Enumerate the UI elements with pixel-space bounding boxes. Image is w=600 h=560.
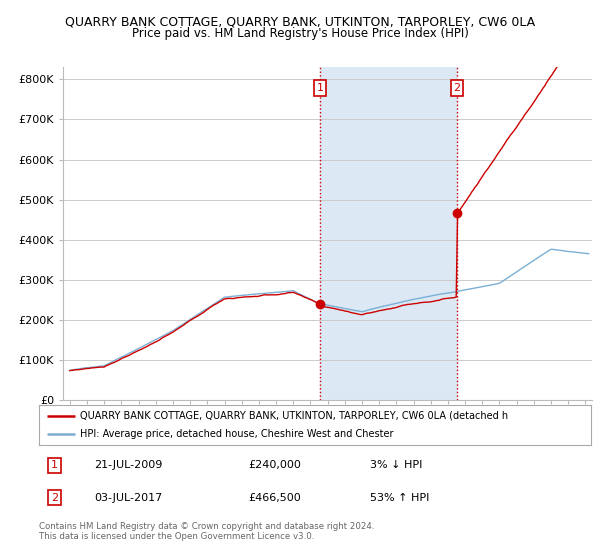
Text: 03-JUL-2017: 03-JUL-2017 <box>94 492 163 502</box>
Text: 2: 2 <box>454 83 461 94</box>
Bar <box>320 67 457 400</box>
Text: 21-JUL-2009: 21-JUL-2009 <box>94 460 163 470</box>
Text: £240,000: £240,000 <box>249 460 302 470</box>
Text: 53% ↑ HPI: 53% ↑ HPI <box>370 492 430 502</box>
Text: QUARRY BANK COTTAGE, QUARRY BANK, UTKINTON, TARPORLEY, CW6 0LA: QUARRY BANK COTTAGE, QUARRY BANK, UTKINT… <box>65 16 535 29</box>
Text: 1: 1 <box>51 460 58 470</box>
Text: 3% ↓ HPI: 3% ↓ HPI <box>370 460 422 470</box>
Text: 1: 1 <box>316 83 323 94</box>
Text: £466,500: £466,500 <box>249 492 302 502</box>
Text: Contains HM Land Registry data © Crown copyright and database right 2024.
This d: Contains HM Land Registry data © Crown c… <box>39 522 374 542</box>
Text: 2: 2 <box>51 492 58 502</box>
Text: HPI: Average price, detached house, Cheshire West and Chester: HPI: Average price, detached house, Ches… <box>80 430 394 439</box>
Text: QUARRY BANK COTTAGE, QUARRY BANK, UTKINTON, TARPORLEY, CW6 0LA (detached h: QUARRY BANK COTTAGE, QUARRY BANK, UTKINT… <box>80 411 509 421</box>
Text: Price paid vs. HM Land Registry's House Price Index (HPI): Price paid vs. HM Land Registry's House … <box>131 27 469 40</box>
